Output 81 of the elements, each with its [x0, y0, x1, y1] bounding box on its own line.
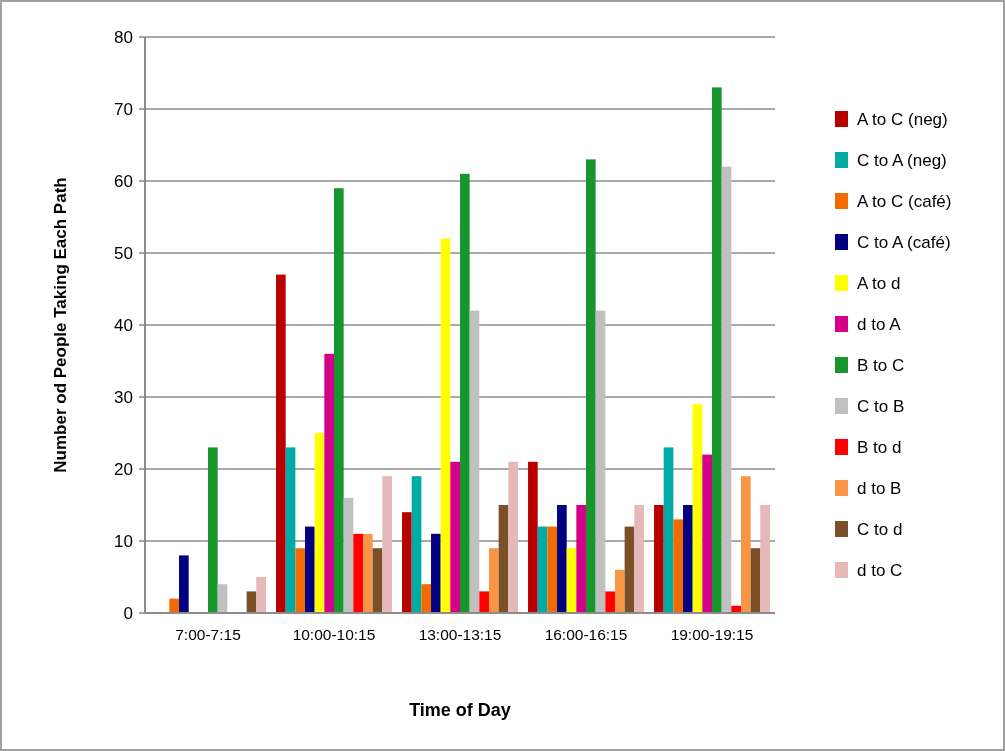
bar: [528, 461, 538, 613]
bar: [324, 353, 334, 613]
bar: [537, 526, 548, 613]
bar: [663, 447, 674, 613]
x-tick-label: 16:00-16:15: [544, 626, 628, 643]
bar: [740, 476, 751, 613]
bar: [595, 310, 606, 613]
bar: [450, 461, 460, 613]
bar: [217, 584, 228, 613]
bar: [295, 548, 306, 613]
bar: [488, 548, 499, 613]
y-axis-title: Number od People Taking Each Path: [51, 177, 70, 473]
bar: [683, 505, 693, 613]
y-tick-label: 30: [114, 387, 133, 407]
bar: [169, 598, 180, 613]
legend-label: C to B: [857, 396, 905, 416]
bar: [760, 505, 770, 613]
legend-label: B to C: [857, 355, 905, 375]
bar: [469, 310, 480, 613]
bar: [179, 555, 189, 613]
x-axis-title: Time of Day: [409, 700, 511, 720]
x-tick-label: 7:00-7:15: [175, 626, 241, 643]
bar: [576, 505, 586, 613]
bar: [692, 404, 703, 613]
legend-label: d to A: [857, 314, 902, 334]
bar: [702, 454, 712, 613]
bar: [353, 533, 363, 613]
bar: [431, 533, 441, 613]
bar: [605, 591, 615, 613]
bar: [673, 519, 684, 613]
bar: [372, 548, 383, 613]
bar: [614, 569, 625, 613]
bar: [566, 548, 577, 613]
bar: [305, 526, 315, 613]
bar: [460, 173, 470, 613]
legend-label: A to C (café): [857, 191, 952, 211]
legend-label: d to C: [857, 560, 903, 580]
bar: [402, 512, 412, 613]
legend-label: C to A (neg): [857, 150, 947, 170]
bar: [586, 159, 596, 613]
x-tick-label: 19:00-19:15: [670, 626, 754, 643]
y-tick-label: 70: [114, 99, 133, 119]
y-tick-label: 20: [114, 459, 133, 479]
bar: [285, 447, 296, 613]
bar: [208, 447, 218, 613]
bar: [547, 526, 558, 613]
bar: [557, 505, 567, 613]
bar: [624, 526, 635, 613]
bar: [479, 591, 489, 613]
bar: [750, 548, 761, 613]
bar: [382, 476, 392, 613]
bar: [276, 274, 286, 613]
y-tick-label: 0: [123, 603, 133, 623]
bar: [508, 461, 518, 613]
bar: [246, 591, 257, 613]
legend-label: C to d: [857, 519, 903, 539]
bar: [334, 188, 344, 613]
bar: [421, 584, 432, 613]
legend-label: d to B: [857, 478, 902, 498]
legend-label: B to d: [857, 437, 902, 457]
bar: [721, 166, 732, 613]
bar: [314, 433, 325, 613]
y-tick-label: 10: [114, 531, 133, 551]
bar: [634, 505, 644, 613]
legend-label: A to d: [857, 273, 901, 293]
bar: [343, 497, 354, 613]
bar: [654, 505, 664, 613]
y-tick-label: 80: [114, 27, 133, 47]
legend-label: C to A (café): [857, 232, 951, 252]
bar: [440, 238, 451, 613]
bar: [362, 533, 373, 613]
y-tick-label: 50: [114, 243, 133, 263]
bar: [256, 577, 266, 613]
x-tick-label: 10:00-10:15: [292, 626, 376, 643]
y-tick-label: 40: [114, 315, 133, 335]
bar: [712, 87, 722, 613]
x-tick-label: 13:00-13:15: [418, 626, 502, 643]
bar: [498, 505, 509, 613]
y-tick-label: 60: [114, 171, 133, 191]
bar: [411, 476, 422, 613]
legend-label: A to C (neg): [857, 109, 948, 129]
